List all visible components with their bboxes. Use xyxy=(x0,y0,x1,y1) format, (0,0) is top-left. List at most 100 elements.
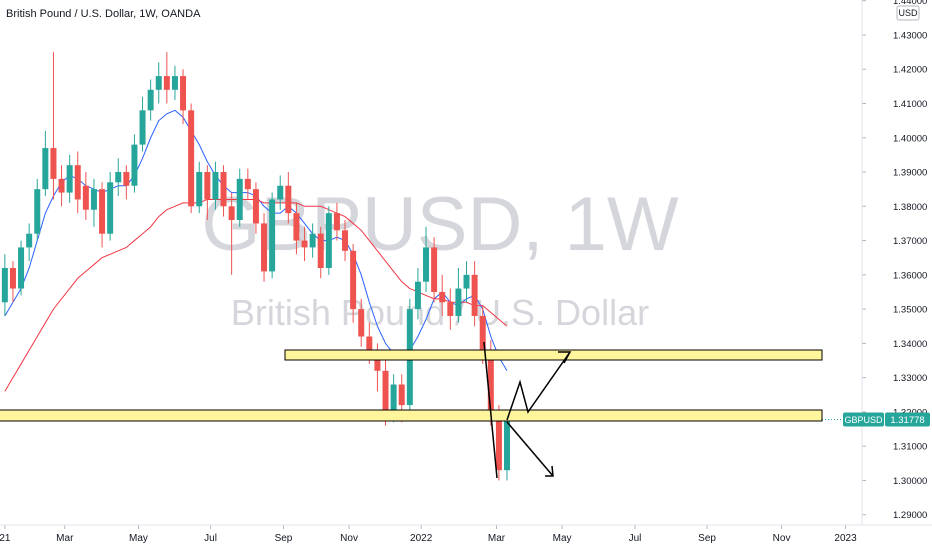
x-tick-label: Nov xyxy=(773,533,791,544)
x-tick-label: Jul xyxy=(204,533,217,544)
candle-body xyxy=(99,189,106,234)
candle-body xyxy=(277,185,284,200)
y-tick-label: 1.31000 xyxy=(893,442,927,453)
overlay: 1.290001.300001.310001.320001.330001.340… xyxy=(0,0,930,544)
candle-body xyxy=(220,172,227,207)
candle-body xyxy=(382,370,389,412)
zone xyxy=(284,349,823,361)
candle-body xyxy=(244,178,251,190)
candle-body xyxy=(155,76,162,90)
x-tick-label: May xyxy=(553,533,572,544)
x-tick-label: Nov xyxy=(340,533,358,544)
zone xyxy=(0,409,823,422)
y-tick-label: 1.30000 xyxy=(893,476,927,487)
x-tick-label: 2022 xyxy=(410,533,433,544)
candle-body xyxy=(301,240,308,248)
y-tick-label: 1.37000 xyxy=(893,236,927,247)
candle-body xyxy=(50,148,57,179)
symbol-label: GBPUSD xyxy=(844,415,883,425)
arrow-head xyxy=(545,465,554,477)
candle-body xyxy=(90,189,97,210)
currency-box xyxy=(896,5,920,21)
chart-title: British Pound / U.S. Dollar, 1W, OANDA xyxy=(6,8,201,20)
candle-body xyxy=(252,189,259,224)
trend-line xyxy=(483,341,498,479)
x-tick-label: Sep xyxy=(275,533,293,544)
candle-body xyxy=(228,206,235,221)
candle-body xyxy=(423,247,430,282)
candle-body xyxy=(350,250,357,310)
candle-body xyxy=(163,76,170,90)
candle-body xyxy=(196,172,203,207)
candle-body xyxy=(66,165,73,193)
candle-body xyxy=(147,89,154,111)
x-tick-label: Mar xyxy=(488,533,506,544)
y-tick-label: 1.44000 xyxy=(893,0,927,7)
candle-body xyxy=(212,172,219,200)
x-tick-label: May xyxy=(129,533,148,544)
candle-body xyxy=(204,172,211,200)
candle-body xyxy=(18,247,25,289)
candle-body xyxy=(374,353,381,371)
candle-body xyxy=(269,199,276,272)
candle-body xyxy=(9,267,16,289)
candle-body xyxy=(293,213,300,241)
candle-body xyxy=(123,172,130,186)
candle-body xyxy=(463,274,470,289)
price-label: 1.31778 xyxy=(890,415,924,426)
candle-body xyxy=(188,110,195,207)
symbol-badge xyxy=(843,412,884,427)
candle-body xyxy=(261,223,268,272)
candle-body xyxy=(439,291,446,303)
y-tick-label: 1.39000 xyxy=(893,168,927,179)
path-arrow xyxy=(506,351,571,421)
candle-body xyxy=(139,110,146,145)
y-tick-label: 1.35000 xyxy=(893,305,927,316)
candle-body xyxy=(325,213,332,268)
candle-body xyxy=(317,233,324,268)
y-tick-label: 1.33000 xyxy=(893,373,927,384)
candle-body xyxy=(171,76,178,90)
x-tick-label: Mar xyxy=(56,533,74,544)
candle-body xyxy=(342,230,349,251)
y-tick-label: 1.43000 xyxy=(893,30,927,41)
candle-body xyxy=(285,185,292,214)
candle-body xyxy=(366,336,373,354)
candle-body xyxy=(58,178,65,193)
x-tick-label: 2023 xyxy=(834,533,857,544)
x-tick-label: 21 xyxy=(0,533,11,544)
candle-body xyxy=(1,267,8,303)
currency: USD xyxy=(898,8,918,18)
candle-body xyxy=(26,233,33,248)
candle-body xyxy=(34,189,41,234)
candle-body xyxy=(431,247,438,292)
candle-body xyxy=(180,76,187,111)
y-tick-label: 1.41000 xyxy=(893,99,927,110)
price-badge xyxy=(885,412,930,427)
candle-body xyxy=(487,350,494,419)
x-tick-label: Jul xyxy=(629,533,642,544)
candle-body xyxy=(471,274,478,316)
candle-body xyxy=(479,315,486,351)
candle-body xyxy=(447,302,454,316)
path-arrow xyxy=(506,421,554,477)
x-tick-label: Sep xyxy=(698,533,716,544)
candle-body xyxy=(131,144,138,186)
arrow-head xyxy=(558,351,572,364)
candle-body xyxy=(42,148,49,190)
y-tick-label: 1.36000 xyxy=(893,270,927,281)
candle-body xyxy=(115,172,122,183)
candle-body xyxy=(414,281,421,310)
candle-body xyxy=(333,213,340,231)
candle-body xyxy=(107,182,114,234)
candle-body xyxy=(495,418,502,471)
y-tick-label: 1.38000 xyxy=(893,202,927,213)
candle-body xyxy=(504,419,511,471)
y-tick-label: 1.34000 xyxy=(893,339,927,350)
candle-body xyxy=(455,288,462,316)
y-tick-label: 1.42000 xyxy=(893,65,927,76)
candle-body xyxy=(236,178,243,221)
candle-body xyxy=(358,309,365,337)
